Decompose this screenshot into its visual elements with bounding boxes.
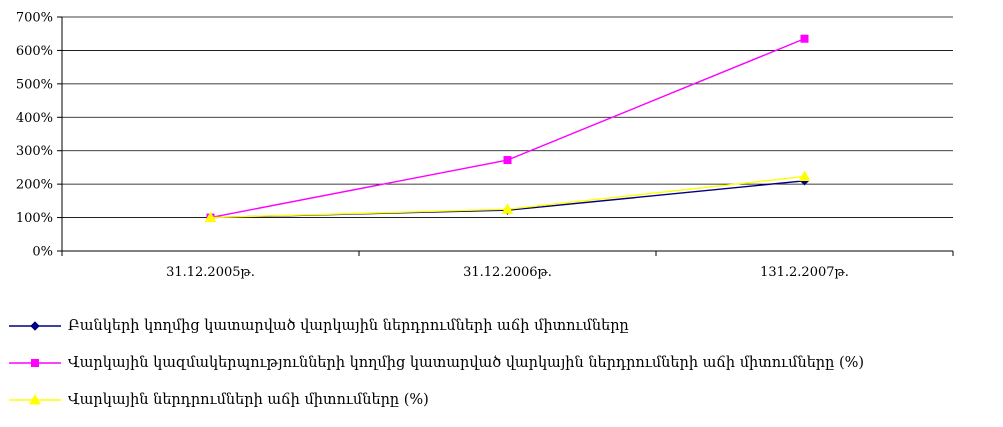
legend-item: Վարկային ներդրումների աճի միտումները (%) xyxy=(8,390,864,410)
y-tick-label: 200% xyxy=(16,178,53,193)
data-point xyxy=(800,34,809,43)
legend-label: Վարկային կազմակերպությունների կողմից կատ… xyxy=(68,355,865,371)
x-tick-label: 31.12.2006թ. xyxy=(463,265,552,280)
legend-label: Բանկերի կողմից կատարված վարկային ներդրու… xyxy=(68,318,629,334)
y-tick-label: 700% xyxy=(16,11,53,26)
axes xyxy=(57,16,954,256)
y-tick-labels: 0% 100% 200% 300% 400% 500% 600% 700% xyxy=(16,11,53,260)
line-chart: 0% 100% 200% 300% 400% 500% 600% 700% 31.12.200… xyxy=(16,11,954,280)
y-tick-label: 400% xyxy=(16,111,53,126)
data-point xyxy=(204,211,217,223)
x-tick-labels: 31.12.2005թ. 31.12.2006թ. 131.2.2007թ. xyxy=(166,265,849,280)
data-point xyxy=(798,170,811,181)
y-tick-label: 300% xyxy=(16,144,53,159)
x-tick-label: 131.2.2007թ. xyxy=(760,265,849,280)
legend: Բանկերի կողմից կատարված վարկային ներդրու… xyxy=(8,316,864,427)
legend-key xyxy=(9,393,61,405)
legend-label: Վարկային ներդրումների աճի միտումները (%) xyxy=(68,392,429,408)
data-point xyxy=(503,156,512,165)
legend-item: Վարկային կազմակերպությունների կողմից կատ… xyxy=(8,353,864,373)
legend-marker xyxy=(29,393,41,405)
legend-key xyxy=(9,359,61,367)
y-tick-label: 600% xyxy=(16,44,53,59)
y-tick-label: 500% xyxy=(16,77,53,92)
data-point xyxy=(501,203,514,214)
series-lines xyxy=(204,34,811,223)
gridlines xyxy=(62,16,953,218)
series-2 xyxy=(206,34,809,222)
legend-marker xyxy=(30,321,40,331)
x-tick-label: 31.12.2005թ. xyxy=(166,265,255,280)
y-tick-label: 0% xyxy=(32,245,53,260)
series-3 xyxy=(204,170,811,223)
legend-key xyxy=(9,321,61,331)
legend-marker xyxy=(31,359,39,367)
series-line xyxy=(210,38,805,219)
legend-item: Բանկերի կողմից կատարված վարկային ներդրու… xyxy=(8,316,864,336)
y-tick-label: 100% xyxy=(16,211,53,226)
